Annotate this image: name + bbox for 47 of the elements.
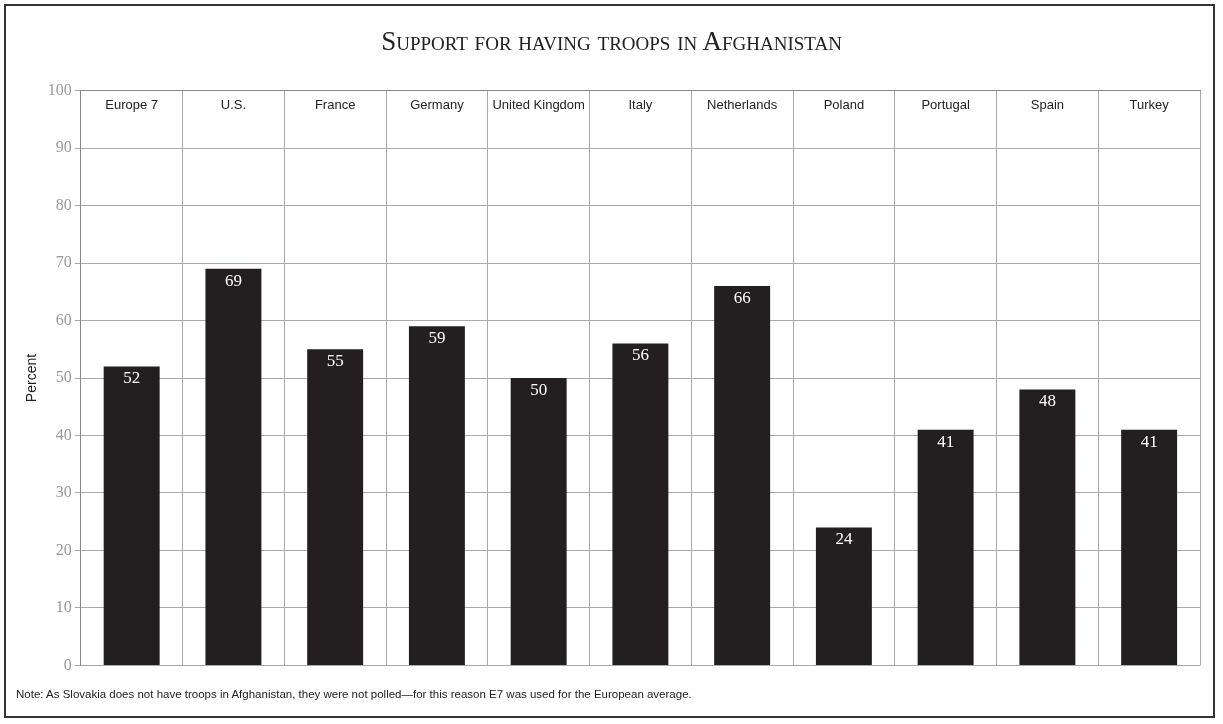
data-label: 56 [631, 345, 649, 365]
bar [510, 378, 567, 665]
y-tick-label: 50 [55, 368, 72, 386]
bar [815, 527, 872, 665]
bar [1121, 429, 1178, 665]
text: Note: As Slovakia does not have troops in Afghanistan, they were not polled—for this reason E7 was used for the European average. [16, 688, 692, 700]
bar [307, 349, 364, 665]
x-tick-label: Netherlands [707, 96, 778, 112]
data-label: 59 [428, 328, 446, 348]
y-tick-label: 10 [55, 598, 72, 616]
x-tick-label: Portugal [921, 96, 970, 112]
data-label: 24 [835, 529, 853, 549]
data-label: 41 [937, 431, 955, 451]
chart-title: Support for having troops in Afghanistan [380, 26, 843, 57]
y-tick-label: 0 [63, 655, 72, 673]
data-label: 50 [530, 379, 548, 399]
y-tick-label: 40 [55, 425, 72, 443]
y-tick-label: 70 [55, 253, 72, 271]
x-tick-label: Poland [823, 96, 865, 112]
bar [1019, 389, 1076, 665]
bar [205, 268, 262, 665]
y-tick-label: 30 [55, 483, 72, 501]
bar [714, 286, 771, 665]
y-axis-title: Percent [23, 353, 40, 403]
y-tick-label: 80 [55, 195, 72, 213]
x-tick-label: United Kingdom [492, 96, 585, 112]
data-label: 55 [326, 351, 344, 371]
bar [103, 366, 160, 665]
x-tick-label: France [314, 96, 356, 112]
y-tick-label: 90 [55, 138, 72, 156]
x-tick-label: Europe 7 [105, 96, 159, 112]
data-label: 48 [1038, 391, 1056, 411]
x-tick-label: Germany [410, 96, 465, 112]
y-tick-label: 60 [55, 310, 72, 328]
bar [612, 343, 669, 665]
x-tick-label: Spain [1030, 96, 1065, 112]
y-tick-label: 20 [55, 540, 72, 558]
data-label: 52 [123, 368, 141, 388]
bar [408, 326, 465, 665]
data-label: 69 [224, 270, 242, 290]
data-label: 66 [733, 288, 751, 307]
x-tick-label: Turkey [1129, 96, 1170, 112]
y-tick-label: 100 [47, 80, 72, 98]
x-tick-label: Italy [628, 96, 653, 112]
x-tick-label: U.S. [220, 96, 247, 112]
bar [917, 429, 974, 665]
data-label: 41 [1140, 431, 1158, 451]
